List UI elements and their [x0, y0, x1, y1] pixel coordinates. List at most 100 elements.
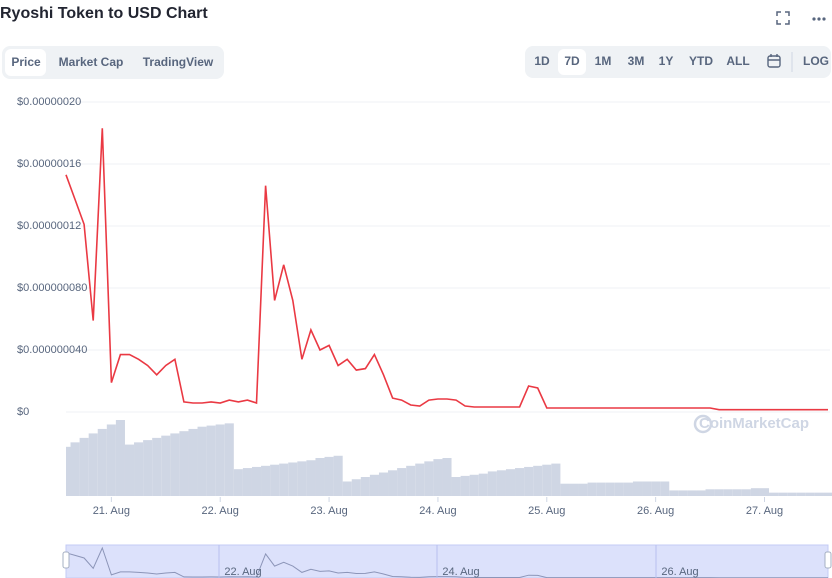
- y-tick-label: $0: [17, 406, 29, 418]
- volume-bar: [224, 423, 234, 496]
- volume-bar: [97, 428, 107, 496]
- navigator-handle[interactable]: [62, 551, 70, 569]
- volume-bar: [732, 489, 742, 496]
- range-group: [525, 46, 831, 78]
- volume-bar: [823, 492, 832, 496]
- volume-bar: [469, 474, 479, 496]
- x-tick-label: 26. Aug: [637, 505, 674, 517]
- volume-bar: [351, 479, 361, 496]
- y-tick-label: $0.000000080: [17, 282, 87, 294]
- volume-bar: [805, 492, 815, 496]
- volume-bar: [152, 437, 162, 496]
- range-button[interactable]: 3M: [628, 54, 645, 68]
- navigator-label: 22. Aug: [224, 566, 261, 578]
- volume-bar: [678, 490, 688, 496]
- volume-bar: [206, 425, 216, 496]
- volume-bar: [388, 470, 398, 496]
- volume-bar: [415, 463, 425, 496]
- volume-bar: [587, 482, 597, 496]
- volume-bar: [251, 466, 262, 496]
- volume-bar: [769, 492, 779, 496]
- tab[interactable]: Market Cap: [59, 55, 124, 69]
- x-tick-label: 27. Aug: [746, 505, 783, 517]
- volume-bar: [487, 471, 497, 496]
- volume-bar: [70, 442, 80, 496]
- volume-bar: [270, 464, 280, 496]
- tab[interactable]: Price: [11, 55, 41, 69]
- volume-bar: [124, 444, 135, 496]
- volume-bar: [333, 455, 343, 496]
- navigator-handle[interactable]: [824, 551, 832, 569]
- volume-bar: [632, 481, 643, 496]
- volume-bar: [106, 424, 116, 496]
- volume-bar: [560, 483, 570, 496]
- volume-bar: [424, 461, 434, 496]
- range-selected-bg: [558, 49, 586, 75]
- volume-bar: [188, 428, 198, 496]
- volume-bar: [651, 481, 661, 496]
- volume-bar: [759, 488, 770, 496]
- volume-bar: [134, 442, 144, 496]
- volume-bar: [714, 489, 724, 496]
- tab-group: [2, 46, 224, 79]
- volume-bar: [179, 431, 189, 496]
- volume-bar: [596, 482, 606, 496]
- range-button[interactable]: 1M: [595, 54, 612, 68]
- volume-bar: [623, 482, 633, 496]
- volume-bar: [660, 481, 670, 496]
- volume-bar: [478, 473, 488, 496]
- y-tick-label: $0.000000040: [17, 344, 87, 356]
- volume-bar: [378, 472, 389, 496]
- volume-bar: [79, 437, 89, 496]
- range-button[interactable]: 7D: [564, 54, 580, 68]
- volume-bar: [696, 490, 706, 496]
- watermark-logo: [693, 414, 713, 434]
- navigator-label: 24. Aug: [442, 566, 479, 578]
- volume-bar: [197, 426, 207, 496]
- fullscreen-icon[interactable]: [776, 11, 790, 25]
- log-button[interactable]: LOG: [803, 54, 829, 68]
- range-button[interactable]: YTD: [689, 54, 713, 68]
- more-icon[interactable]: [812, 17, 826, 21]
- volume-bar: [542, 464, 552, 496]
- volume-bar: [306, 460, 316, 496]
- x-tick-label: 24. Aug: [419, 505, 456, 517]
- x-tick-label: 23. Aug: [310, 505, 347, 517]
- volume-bar: [614, 482, 624, 496]
- volume-bar: [796, 492, 806, 496]
- y-tick-label: $0.00000012: [17, 220, 81, 232]
- volume-bar: [397, 468, 407, 496]
- volume-bar: [315, 458, 325, 496]
- price-line: [65, 128, 828, 411]
- volume-bar: [551, 463, 561, 496]
- range-button[interactable]: ALL: [726, 54, 749, 68]
- volume-bar: [451, 477, 461, 496]
- range-button[interactable]: 1D: [534, 54, 550, 68]
- volume-bar: [723, 489, 733, 496]
- volume-bar: [360, 477, 370, 496]
- volume-bar: [143, 440, 153, 496]
- volume-bar: [115, 420, 125, 496]
- volume-bar: [233, 469, 243, 496]
- volume-bar: [279, 463, 289, 496]
- y-tick-label: $0.00000016: [17, 158, 81, 170]
- x-tick-label: 25. Aug: [528, 505, 565, 517]
- tab-selected-bg: [5, 49, 46, 76]
- volume-bar: [533, 465, 543, 496]
- tab[interactable]: TradingView: [143, 55, 214, 69]
- volume-bar: [642, 481, 652, 496]
- volume-bar: [88, 433, 98, 496]
- range-button[interactable]: 1Y: [659, 54, 674, 68]
- volume-bar: [687, 490, 697, 496]
- volume-bar: [778, 492, 788, 496]
- calendar-icon[interactable]: [767, 54, 781, 68]
- volume-bar: [261, 465, 271, 496]
- volume-bar: [741, 489, 751, 496]
- volume-bar: [369, 474, 379, 496]
- volume-bar: [442, 458, 452, 496]
- volume-bar: [406, 465, 416, 496]
- volume-bar: [460, 475, 470, 496]
- volume-bar: [524, 466, 534, 496]
- volume-bar: [297, 461, 307, 496]
